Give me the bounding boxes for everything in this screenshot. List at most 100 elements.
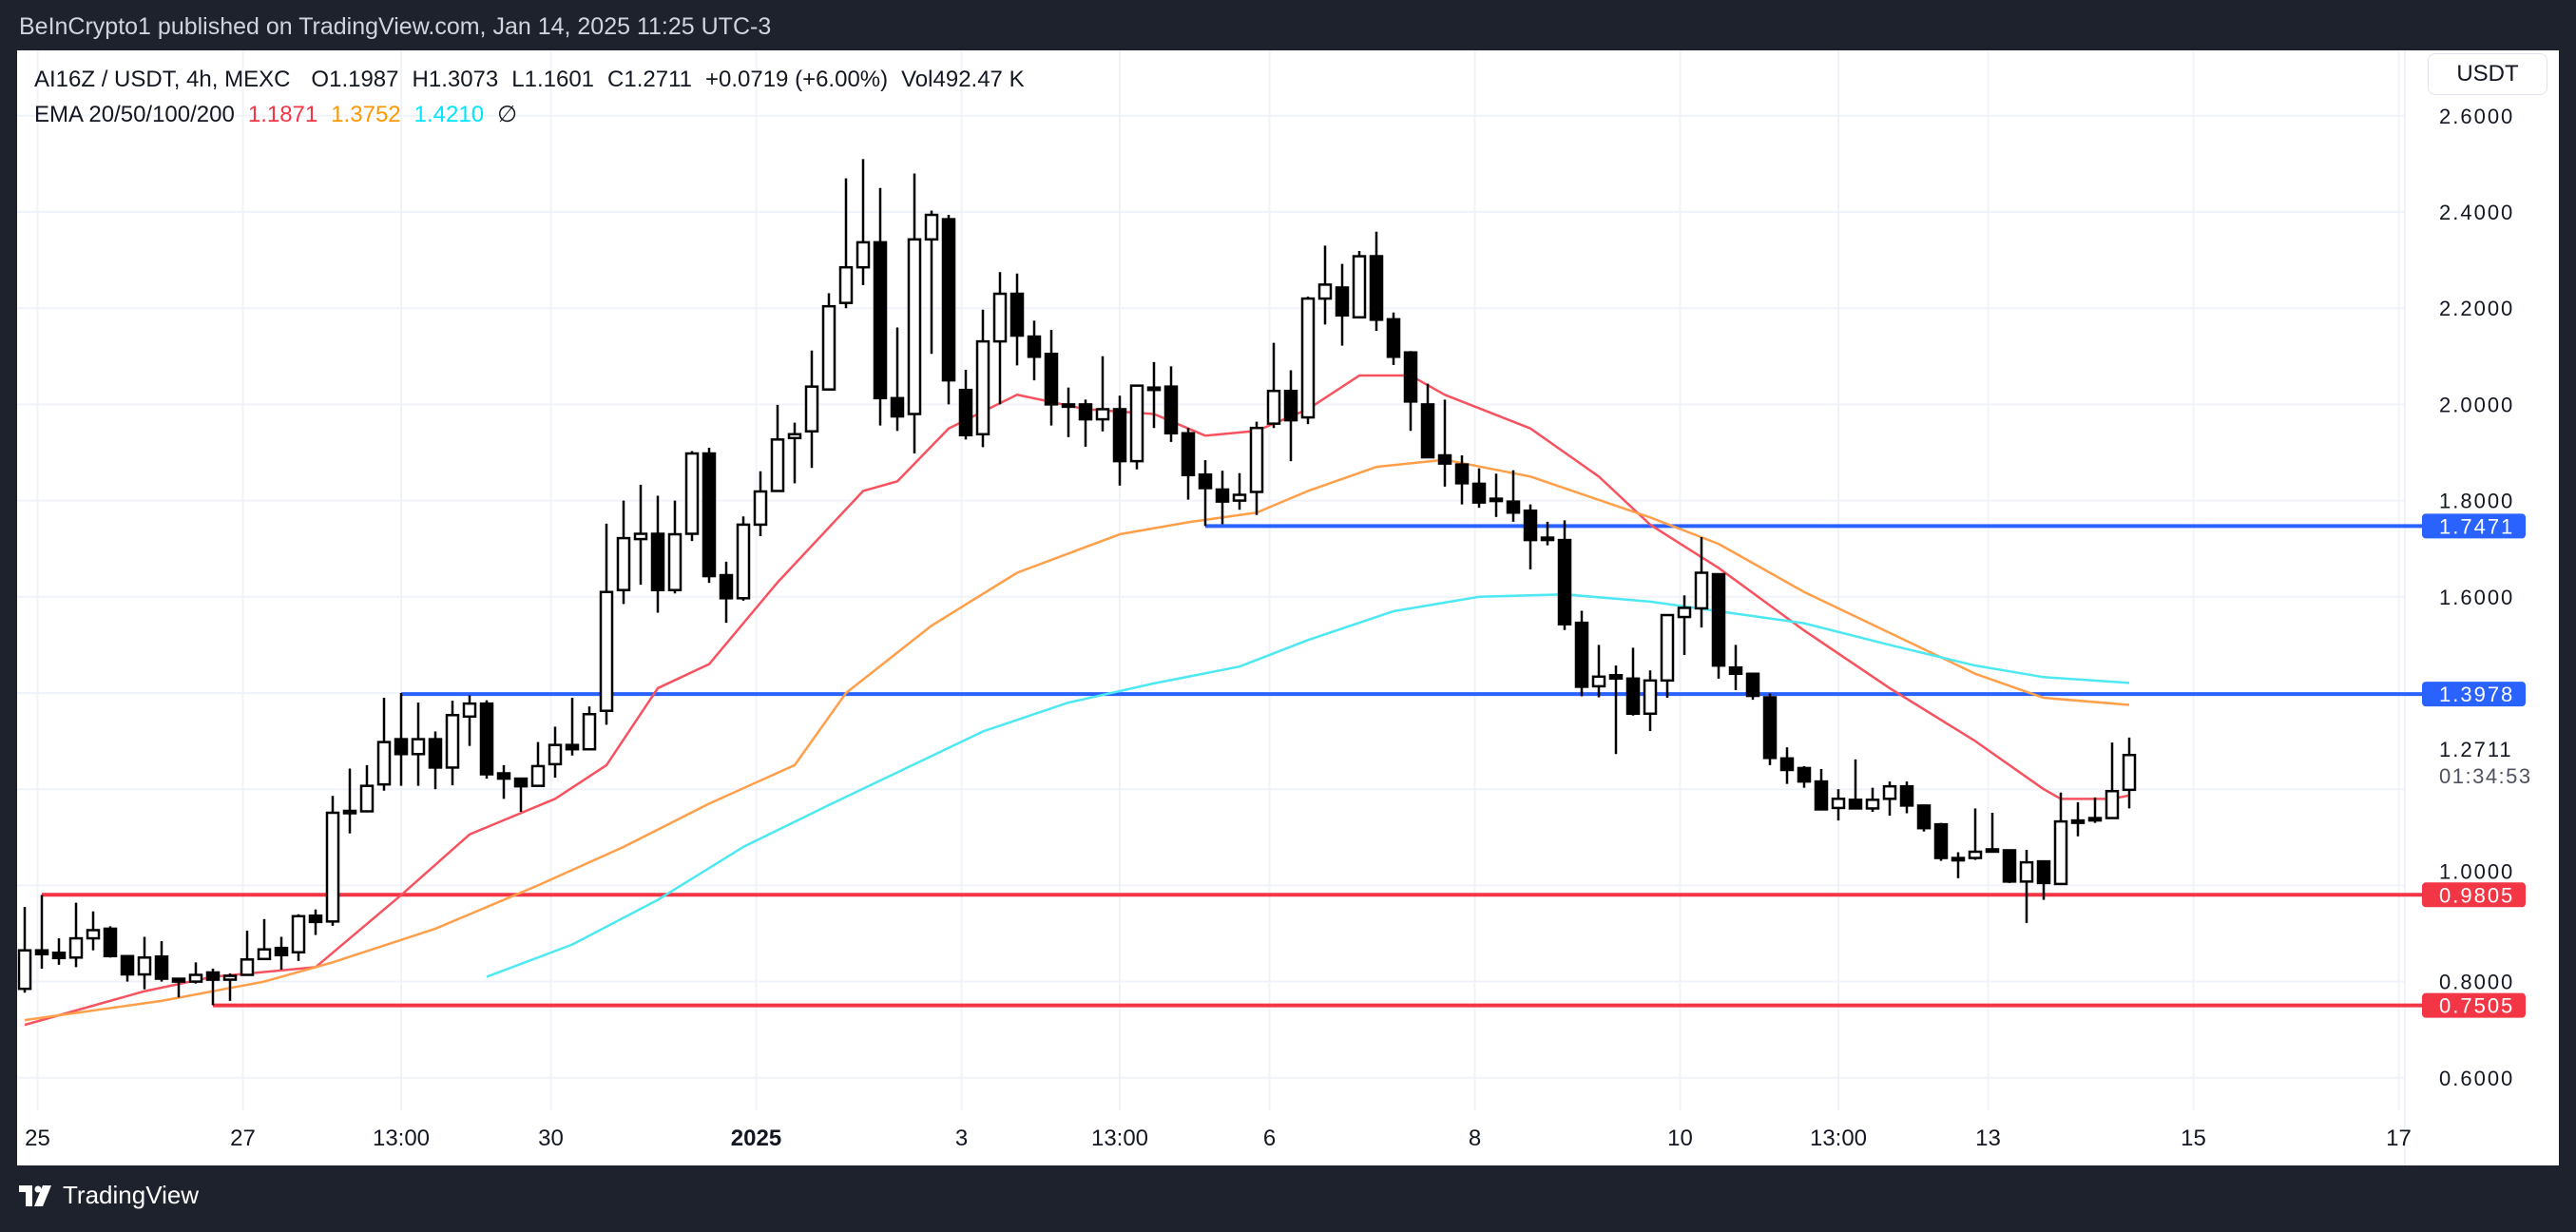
candle-up [1300,297,1316,425]
candle-up [684,451,700,542]
candle-down [1454,455,1470,505]
footer-brand[interactable]: TradingView [19,1181,199,1210]
candle-down [1711,572,1726,679]
time-axis[interactable]: 25 27 13:00 30 2025 3 13:00 6 8 10 13:00 13 15 17 [25,1126,2412,1151]
candle-body [582,713,597,751]
candle-body [1078,403,1093,421]
candle-body [548,743,563,766]
candle-body [376,741,392,786]
candle-down [1163,366,1179,442]
candle-up [2053,792,2068,886]
candle-up [804,350,819,469]
close-value: C1.2711 [607,67,692,93]
low-label: L [511,67,525,92]
candle-down [1574,610,1589,697]
plot-area [17,159,2405,1027]
time-tick-label: 13:00 [373,1126,430,1151]
candle-body [1797,766,1812,783]
candle-body [736,523,751,600]
ema-line-ema50 [24,458,2130,1022]
candle-down [51,938,67,965]
candle-body [1489,497,1504,503]
candle-body [1146,386,1162,392]
candle-down [702,447,717,584]
candle-body [1643,679,1658,716]
candle-up [1352,250,1367,319]
candle-down [1420,383,1435,459]
volume-value: Vol492.47 K [901,67,1024,93]
price-tick-label: 1.0000 [2439,859,2514,883]
candle-down [890,327,905,432]
candle-up [1643,670,1658,731]
candle-countdown: 01:34:53 [2439,764,2532,788]
candle-body [992,292,1008,343]
candle-up [599,523,614,725]
candle-body [154,955,169,980]
candle-body [1044,353,1059,406]
candle-body [924,213,939,241]
candle-down [873,187,888,426]
candle-body [1369,255,1384,321]
candle-body [1249,426,1264,493]
candle-body [787,433,802,440]
candle-body [650,532,665,591]
candle-body [1865,799,1880,810]
candle-body [1471,482,1487,504]
candle-down [1027,320,1042,381]
candle-up [855,159,871,285]
candle-down [1779,747,1795,784]
candle-up [548,726,563,779]
candle-body [1335,286,1350,318]
candle-body [325,811,340,923]
high-value: H1.3073 [413,67,499,93]
candle-down [274,936,289,970]
ema-label[interactable]: EMA 20/50/100/200 [34,101,235,127]
candle-up [907,173,922,454]
symbol-info[interactable]: AI16Z / USDT, 4h, MEXC [34,67,291,92]
candle-down [719,561,734,624]
candle-up [240,930,255,976]
candle-body [1027,335,1042,358]
candle-down [1762,693,1778,765]
candle-up [992,272,1008,405]
brand-name: TradingView [63,1181,200,1209]
candle-body [2002,849,2017,883]
candle-body [103,927,118,958]
candle-up [770,404,785,492]
currency-button[interactable]: USDT [2428,53,2547,95]
candle-down [171,977,186,998]
candle-body [1625,677,1641,716]
candle-up [1232,472,1247,510]
level-badge-support [2422,992,2526,1018]
candle-body [1916,804,1932,830]
time-tick-label: 13 [1975,1126,2001,1151]
candle-down [1112,395,1127,486]
candle-body [1163,385,1179,435]
candle-body [1420,403,1435,459]
candle-body [1437,453,1452,465]
chart-panel [17,50,2559,1165]
candle-up [1489,473,1504,517]
high-label: H [412,67,429,92]
candle-body [342,809,357,815]
close-number: 1.2711 [624,67,692,92]
candle-body [86,929,101,940]
candle-body [1951,857,1966,862]
volume-number: 492.47 K [932,67,1025,92]
candle-up [1677,595,1692,656]
candle-body [667,532,682,591]
candle-body [1266,389,1281,425]
candle-up [2105,742,2120,819]
candle-body [2019,860,2034,883]
high-number: 1.3073 [428,67,499,92]
candle-body [428,738,443,769]
candle-up [188,962,203,984]
candle-body [1933,822,1949,859]
candle-body [496,772,511,780]
candle-down [1369,231,1384,331]
candle-up [2122,737,2137,809]
price-axis[interactable]: 2.6000 2.4000 2.2000 2.0000 1.8000 1.6000 1.00… [2439,105,2514,1090]
candle-down [308,909,323,935]
candle-up [1266,342,1281,429]
